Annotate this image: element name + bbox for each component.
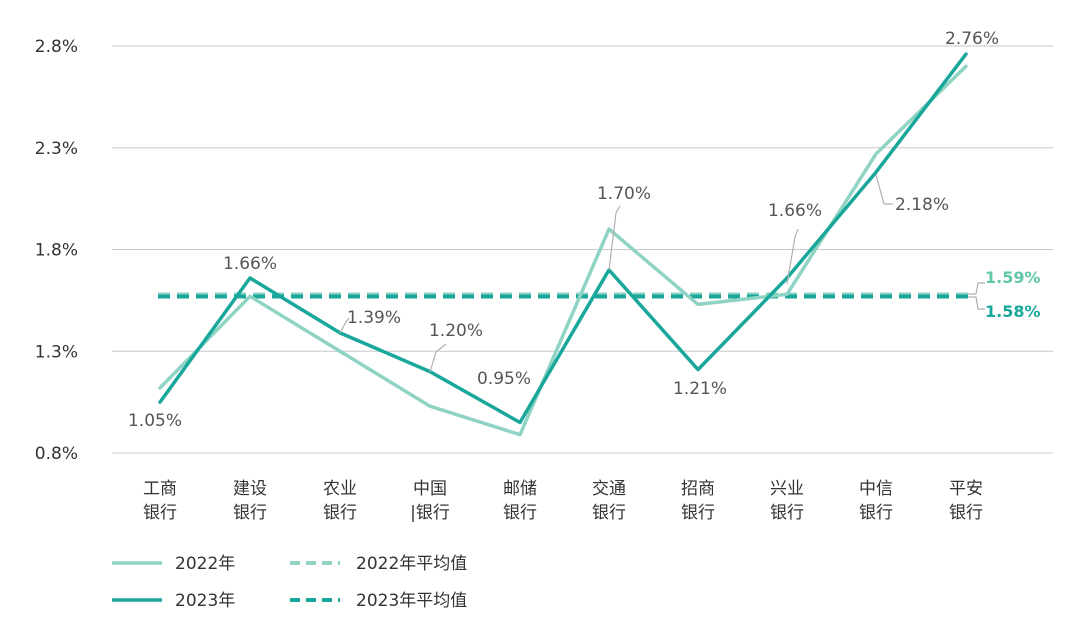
average-lines: [158, 292, 968, 299]
legend-label: 2022年: [175, 554, 235, 574]
x-category-label: 平安: [949, 479, 983, 499]
x-category-label: 银行: [949, 503, 983, 523]
label-leader-line: [608, 205, 621, 271]
label-leader-line: [339, 317, 350, 334]
x-category-label: 银行: [323, 503, 357, 523]
x-category-label: 中信: [859, 479, 893, 499]
legend-label: 2023年: [175, 591, 235, 611]
grid-lines: [112, 45, 1053, 454]
data-label: 1.21%: [673, 379, 727, 399]
y-axis-ticks: 2.8% 2.3% 1.8% 1.3% 0.8%: [35, 37, 78, 464]
y-tick-label: 2.8%: [35, 37, 78, 57]
x-category-label: 银行: [681, 503, 715, 523]
y-tick-label: 2.3%: [35, 139, 78, 159]
x-category-label: 银行: [143, 503, 177, 523]
data-label: 1.66%: [768, 201, 822, 221]
x-category-label: 银行: [859, 503, 893, 523]
data-label: 2.18%: [895, 195, 949, 215]
x-category-label: 银行: [592, 503, 626, 523]
data-labels: 1.05% 1.66% 1.39% 1.20% 0.95% 1.70% 1.21% 1.66%…: [128, 29, 999, 431]
data-label: 0.95%: [477, 369, 531, 389]
x-category-label: 兴业: [770, 479, 804, 499]
data-label: 2.76%: [945, 29, 999, 49]
average-label-leader: [968, 296, 985, 310]
x-category-label: 招商: [681, 479, 715, 499]
x-category-label: 交通: [592, 479, 626, 499]
x-category-label: 工商: [143, 479, 177, 499]
legend-label: 2023年平均值: [356, 591, 467, 611]
data-label: 1.66%: [223, 254, 277, 274]
average-label-leader: [968, 282, 985, 295]
x-category-label: 农业: [323, 479, 357, 499]
label-leader-line: [875, 174, 893, 205]
x-category-label: 银行: [233, 503, 267, 523]
y-tick-label: 0.8%: [35, 444, 78, 464]
average-label: 1.58%: [985, 302, 1041, 321]
average-label: 1.59%: [985, 268, 1041, 287]
data-label: 1.70%: [597, 184, 651, 204]
data-label: 1.39%: [347, 308, 401, 328]
data-label: 1.05%: [128, 411, 182, 431]
series-lines: [158, 52, 968, 437]
label-leader-line: [429, 343, 447, 373]
series-line: [158, 52, 968, 425]
average-labels: 1.59% 1.58%: [968, 268, 1041, 321]
x-category-label: 邮储: [503, 479, 537, 499]
x-category-label: 建设: [233, 479, 267, 499]
x-category-label: 中国: [413, 479, 447, 499]
x-category-label: 银行: [770, 503, 804, 523]
y-tick-label: 1.3%: [35, 342, 78, 362]
data-label: 1.20%: [429, 321, 483, 341]
legend-label: 2022年平均值: [356, 554, 467, 574]
legend: 2022年 2022年平均值 2023年 2023年平均值: [112, 554, 467, 611]
series-line: [158, 64, 968, 437]
label-leader-line: [786, 228, 799, 285]
label-leader-lines: [339, 174, 893, 373]
x-category-label: |银行: [410, 503, 450, 523]
y-tick-label: 1.8%: [35, 241, 78, 261]
x-category-label: 银行: [503, 503, 537, 523]
